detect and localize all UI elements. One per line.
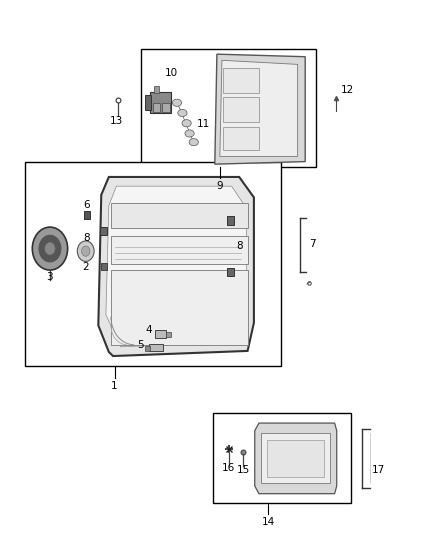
- Bar: [145, 346, 150, 351]
- Circle shape: [45, 243, 55, 255]
- Bar: [145, 95, 151, 110]
- Bar: [141, 49, 316, 167]
- Ellipse shape: [182, 119, 191, 127]
- Text: 10: 10: [165, 68, 178, 78]
- Circle shape: [39, 235, 61, 262]
- Text: 12: 12: [341, 85, 354, 95]
- Bar: [162, 103, 170, 112]
- Text: 17: 17: [372, 465, 385, 475]
- Bar: [101, 263, 107, 270]
- Bar: [266, 440, 324, 478]
- Text: 11: 11: [197, 119, 210, 130]
- Bar: [84, 211, 90, 220]
- Ellipse shape: [178, 109, 187, 117]
- Text: 3: 3: [46, 272, 53, 282]
- Bar: [111, 236, 247, 264]
- Text: 1: 1: [111, 381, 118, 391]
- Ellipse shape: [189, 139, 198, 146]
- Bar: [227, 268, 234, 276]
- Bar: [111, 270, 247, 345]
- Circle shape: [32, 227, 67, 270]
- Polygon shape: [255, 423, 337, 494]
- Bar: [111, 203, 247, 228]
- Bar: [261, 433, 330, 483]
- Ellipse shape: [172, 99, 182, 107]
- Bar: [223, 127, 259, 150]
- Text: 6: 6: [84, 200, 90, 210]
- Polygon shape: [98, 177, 254, 356]
- Bar: [227, 216, 234, 224]
- Circle shape: [81, 246, 90, 256]
- Bar: [155, 330, 166, 338]
- Text: 4: 4: [145, 326, 152, 335]
- Text: 8: 8: [84, 233, 90, 244]
- Bar: [166, 332, 171, 337]
- Bar: [149, 344, 163, 351]
- Bar: [100, 227, 107, 235]
- Circle shape: [77, 241, 94, 261]
- Text: 7: 7: [309, 239, 315, 249]
- Bar: [223, 97, 259, 122]
- Bar: [223, 68, 259, 93]
- Text: 16: 16: [222, 463, 235, 473]
- Text: 15: 15: [237, 465, 250, 475]
- Bar: [213, 414, 351, 503]
- Text: 14: 14: [261, 518, 275, 527]
- Polygon shape: [106, 186, 246, 347]
- Bar: [154, 86, 159, 93]
- Ellipse shape: [185, 130, 194, 137]
- Bar: [25, 161, 281, 366]
- Text: 2: 2: [82, 262, 89, 271]
- Bar: [152, 103, 160, 112]
- Bar: [151, 92, 171, 113]
- Text: 13: 13: [110, 116, 124, 126]
- Text: 8: 8: [236, 241, 243, 251]
- Polygon shape: [220, 60, 298, 157]
- Polygon shape: [215, 54, 305, 164]
- Text: 5: 5: [138, 340, 144, 350]
- Text: 9: 9: [216, 181, 223, 191]
